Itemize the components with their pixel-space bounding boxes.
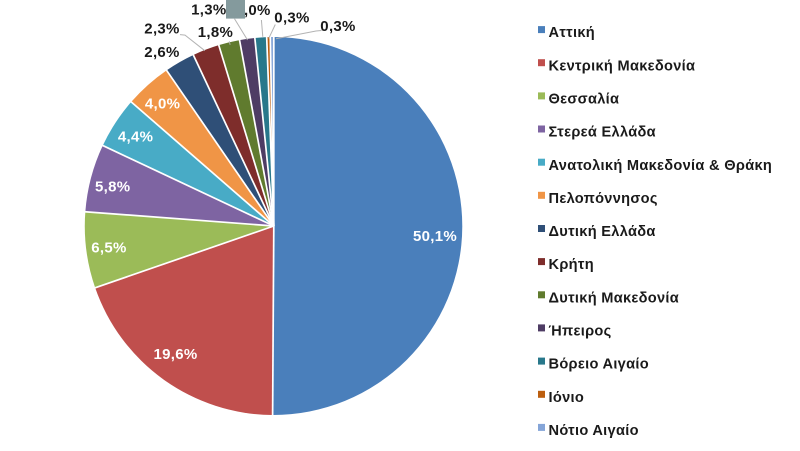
svg-text:19,6%: 19,6% bbox=[153, 346, 197, 363]
svg-text:2,3%: 2,3% bbox=[144, 21, 179, 38]
svg-text:4,0%: 4,0% bbox=[145, 96, 180, 113]
svg-text:0,3%: 0,3% bbox=[274, 9, 309, 26]
svg-text:Δυτική Μακεδονία: Δυτική Μακεδονία bbox=[549, 290, 680, 306]
svg-text:Πελοπόννησος: Πελοπόννησος bbox=[549, 191, 658, 207]
svg-text:1,8%: 1,8% bbox=[198, 24, 233, 41]
svg-text:Αττική: Αττική bbox=[549, 25, 595, 41]
svg-text:Κρήτη: Κρήτη bbox=[549, 257, 594, 273]
svg-text:6,5%: 6,5% bbox=[91, 239, 126, 256]
svg-text:Νότιο Αιγαίο: Νότιο Αιγαίο bbox=[549, 423, 639, 439]
svg-text:Θεσσαλία: Θεσσαλία bbox=[549, 92, 620, 108]
svg-text:Δυτική Ελλάδα: Δυτική Ελλάδα bbox=[549, 224, 656, 240]
svg-text:0,3%: 0,3% bbox=[320, 18, 355, 35]
svg-text:5,8%: 5,8% bbox=[95, 179, 130, 196]
svg-text:Κεντρική Μακεδονία: Κεντρική Μακεδονία bbox=[549, 58, 696, 74]
svg-text:2,6%: 2,6% bbox=[144, 44, 179, 61]
svg-text:Βόρειο Αιγαίο: Βόρειο Αιγαίο bbox=[549, 357, 649, 373]
svg-text:Ανατολική Μακεδονία & Θράκη: Ανατολική Μακεδονία & Θράκη bbox=[549, 158, 773, 174]
svg-text:Ιόνιο: Ιόνιο bbox=[549, 390, 585, 406]
svg-text:1,3%: 1,3% bbox=[191, 2, 226, 19]
svg-text:Στερεά Ελλάδα: Στερεά Ελλάδα bbox=[549, 125, 656, 141]
svg-text:Ήπειρος: Ήπειρος bbox=[549, 324, 612, 340]
svg-text:50,1%: 50,1% bbox=[413, 228, 457, 245]
svg-text:4,4%: 4,4% bbox=[118, 129, 153, 146]
